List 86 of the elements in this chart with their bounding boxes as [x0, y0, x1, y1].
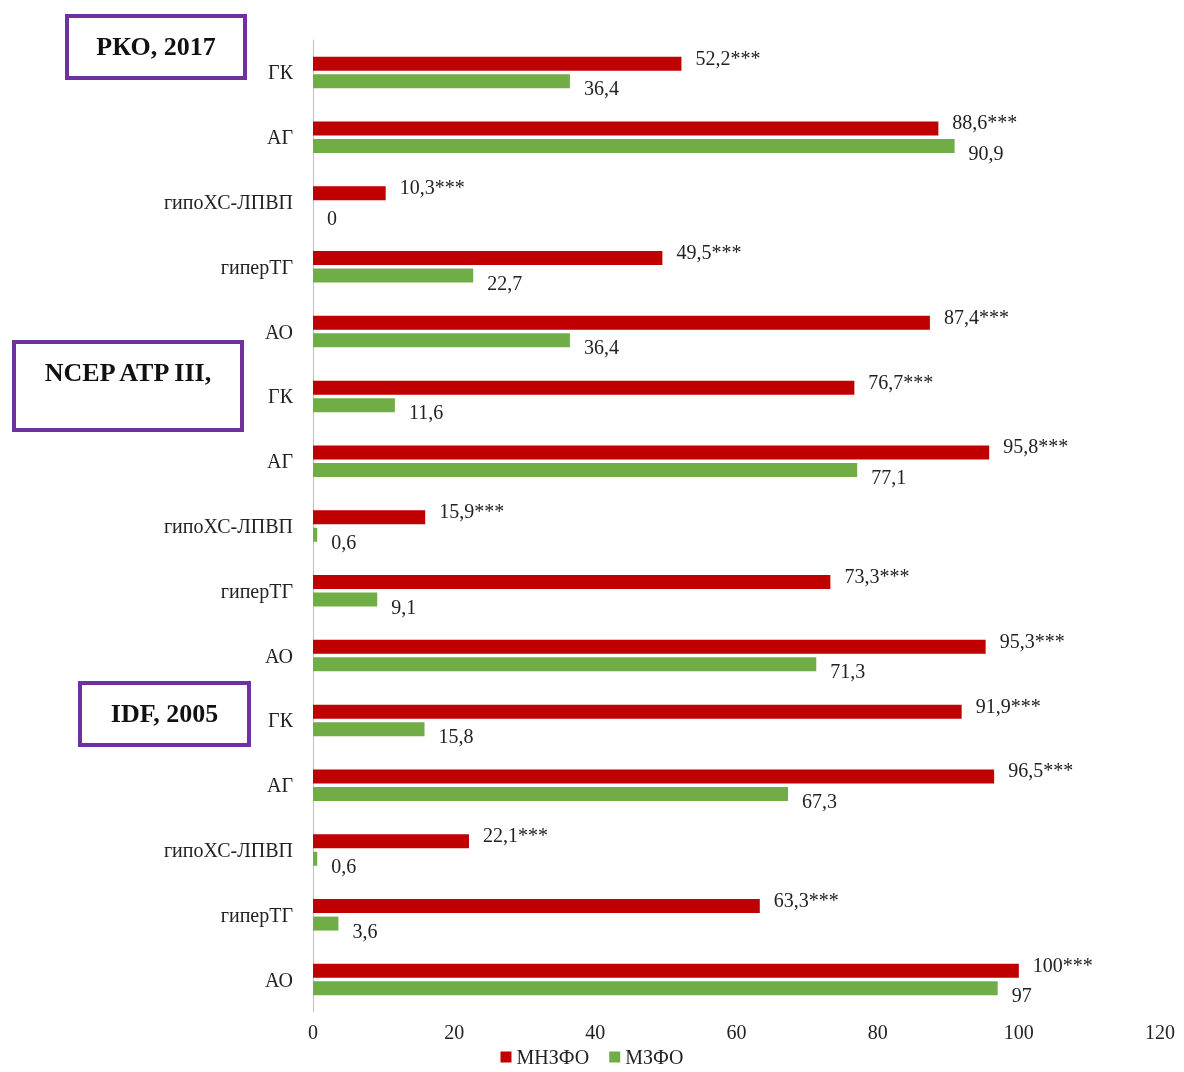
y-tick-label: АО	[265, 320, 293, 343]
x-tick-label: 80	[867, 1021, 888, 1043]
bar	[313, 769, 995, 784]
legend-label: МЗФО	[625, 1046, 684, 1068]
bar	[313, 333, 570, 348]
legend-label: МНЗФО	[516, 1046, 590, 1068]
x-tick-label: 100	[1003, 1021, 1034, 1043]
y-tick-label: гиперТГ	[220, 903, 293, 927]
y-tick-label: АО	[265, 644, 293, 667]
data-label: 22,1***	[482, 824, 548, 847]
bar	[313, 981, 998, 996]
bar	[313, 315, 930, 330]
data-label: 71,3	[830, 660, 866, 683]
data-label: 63,3***	[773, 889, 839, 912]
bar	[313, 899, 760, 914]
y-tick-label: гипоХС-ЛПВП	[163, 191, 293, 213]
data-label: 90,9	[968, 141, 1004, 164]
data-label: 52,2***	[695, 46, 761, 69]
bar	[313, 121, 939, 136]
data-label: 67,3	[802, 789, 838, 812]
data-label: 36,4	[583, 77, 619, 100]
x-tick-label: 120	[1145, 1021, 1175, 1043]
bar	[313, 398, 395, 413]
data-label: 10,3***	[399, 176, 465, 199]
x-tick-label: 40	[585, 1021, 606, 1043]
data-label: 3,6	[352, 919, 378, 942]
y-tick-label: ГК	[268, 709, 294, 732]
data-label: 0	[327, 206, 337, 229]
y-tick-label: гиперТГ	[220, 579, 293, 603]
data-label: 15,8	[438, 725, 474, 748]
data-label: 22,7	[487, 271, 523, 294]
text: РКО, 2017	[96, 31, 216, 61]
data-label: 0,6	[331, 530, 357, 553]
data-label: 100***	[1032, 953, 1093, 976]
bar	[313, 186, 386, 201]
y-tick-label: ГК	[268, 385, 294, 408]
data-label: 49,5***	[676, 241, 742, 264]
bar	[313, 592, 378, 607]
x-tick-label: 60	[726, 1021, 747, 1043]
y-tick-label: АГ	[266, 450, 293, 473]
bar	[313, 74, 570, 89]
bar	[313, 639, 986, 654]
bar	[313, 510, 426, 525]
bar	[313, 575, 831, 590]
data-label: 96,5***	[1008, 759, 1074, 782]
bar	[313, 445, 990, 460]
y-tick-label: АО	[265, 968, 293, 991]
data-label: 95,3***	[999, 629, 1065, 652]
bar	[313, 56, 682, 71]
data-label: 73,3***	[844, 565, 910, 588]
y-tick-label: гипоХС-ЛПВП	[163, 515, 293, 537]
y-tick-label: АГ	[266, 774, 293, 797]
bar	[313, 851, 318, 866]
bar	[313, 786, 789, 801]
bar	[313, 916, 339, 931]
data-label: 0,6	[331, 854, 357, 877]
x-tick-label: 0	[308, 1021, 318, 1043]
data-label: 76,7***	[868, 370, 934, 393]
bar	[313, 963, 1019, 978]
bar	[313, 380, 855, 395]
text: NCEP ATP III,	[44, 357, 212, 387]
bar	[313, 462, 858, 477]
text: IDF, 2005	[110, 698, 219, 728]
bar	[313, 527, 318, 542]
y-tick-label: АГ	[266, 126, 293, 149]
y-tick-label: гипоХС-ЛПВП	[163, 839, 293, 861]
data-label: 9,1	[391, 595, 417, 618]
data-label: 77,1	[871, 465, 907, 488]
y-tick-label: гиперТГ	[220, 255, 293, 279]
bar	[313, 138, 955, 153]
data-label: 97	[1011, 984, 1032, 1007]
bar	[313, 722, 425, 737]
y-tick-label: ГК	[268, 61, 294, 84]
data-label: 91,9***	[975, 694, 1041, 717]
data-label: 87,4***	[943, 305, 1009, 328]
x-tick-label: 20	[444, 1021, 465, 1043]
bar	[313, 268, 474, 283]
data-label: 36,4	[583, 336, 619, 359]
bar	[313, 657, 817, 672]
bar	[313, 704, 962, 719]
bar	[313, 834, 469, 849]
data-label: 95,8***	[1003, 435, 1069, 458]
data-label: 88,6***	[952, 111, 1018, 134]
data-label: 15,9***	[439, 500, 505, 523]
bar	[313, 251, 663, 266]
data-label: 11,6	[408, 401, 444, 424]
